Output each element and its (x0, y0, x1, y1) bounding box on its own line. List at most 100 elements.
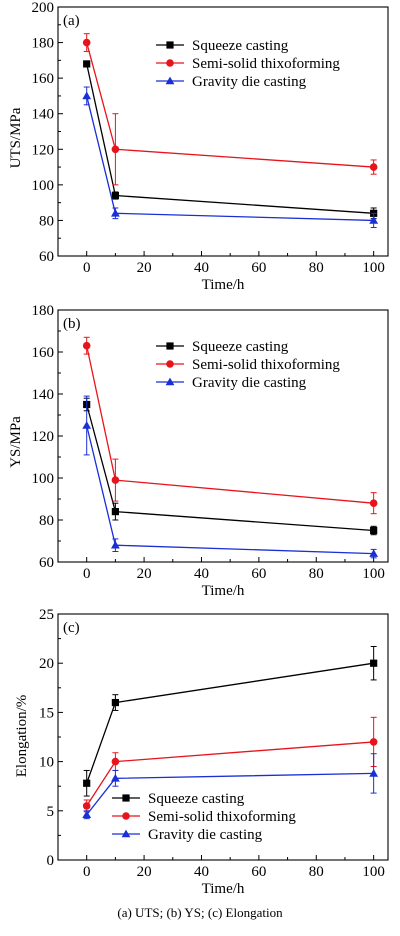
legend: Squeeze casting Semi-solid thixoforming Gr… (156, 38, 340, 90)
data-point (111, 191, 119, 200)
x-tick-label: 0 (83, 864, 91, 880)
legend-label: Semi-solid thixoforming (192, 56, 340, 72)
legend-marker (165, 377, 175, 386)
x-tick-label: 60 (251, 260, 266, 276)
series-semi-solid-thixoforming (82, 336, 378, 515)
data-point (369, 769, 379, 777)
y-tick-label: 120 (32, 429, 55, 445)
y-tick-label: 15 (39, 705, 54, 721)
y-tick-label: 5 (47, 804, 55, 820)
y-tick-label: 180 (32, 36, 55, 52)
y-axis-label: Elongation/% (14, 695, 30, 778)
data-point (369, 216, 379, 224)
legend-label: Gravity die casting (192, 74, 307, 90)
data-point (82, 91, 92, 100)
y-tick-label: 200 (32, 0, 55, 16)
legend-marker (121, 829, 131, 838)
x-tick-label: 40 (194, 566, 209, 582)
data-point (111, 757, 120, 766)
series-line (86, 95, 374, 222)
y-tick-label: 140 (32, 387, 55, 403)
y-tick-label: 160 (32, 71, 55, 87)
legend-marker (166, 360, 174, 368)
data-point (369, 738, 378, 746)
series-line (86, 425, 374, 555)
y-tick-label: 60 (39, 249, 54, 265)
x-tick-label: 20 (137, 566, 152, 582)
data-point (370, 659, 378, 667)
legend-marker (122, 794, 130, 802)
legend-label: Semi-solid thixoforming (148, 809, 296, 825)
x-tick-label: 40 (194, 864, 209, 880)
y-tick-label: 25 (39, 607, 54, 623)
panel-label: (c) (63, 620, 80, 636)
data-point (111, 476, 120, 484)
series-gravity-die-casting (82, 86, 379, 229)
legend-marker (166, 59, 174, 67)
x-axis-label: Time/h (202, 881, 245, 897)
legend-label: Gravity die casting (148, 827, 263, 843)
chart-panel-1: 0 20 40 60 80 100 60 80 100 120 140 160 180 200 Time/h… (8, 0, 389, 293)
x-tick-label: 20 (137, 864, 152, 880)
legend-marker (165, 76, 175, 85)
series-line (86, 404, 374, 532)
series-squeeze-casting (83, 397, 378, 536)
legend: Squeeze casting Semi-solid thixoforming Gr… (156, 339, 340, 391)
data-point (82, 341, 91, 350)
legend-label: Squeeze casting (192, 38, 289, 54)
legend: Squeeze casting Semi-solid thixoforming Gr… (112, 791, 296, 843)
data-point (110, 208, 120, 217)
y-tick-label: 180 (32, 303, 55, 319)
x-tick-label: 40 (194, 260, 209, 276)
data-point (369, 549, 379, 557)
legend-label: Squeeze casting (192, 339, 289, 355)
y-tick-label: 0 (47, 853, 55, 869)
x-tick-label: 0 (83, 260, 91, 276)
data-point (82, 802, 91, 810)
panel-label: (a) (63, 13, 80, 29)
data-point (369, 163, 378, 171)
y-tick-label: 10 (39, 755, 54, 771)
x-tick-label: 80 (309, 566, 324, 582)
figure-caption: (a) UTS; (b) YS; (c) Elongation (117, 905, 283, 920)
chart-panel-3: 0 20 40 60 80 100 0 5 10 15 20 25 Time/h Elongation/%… (14, 607, 389, 897)
legend-marker (166, 41, 174, 49)
data-point (83, 779, 91, 787)
x-tick-label: 20 (137, 260, 152, 276)
data-point (82, 38, 91, 47)
x-tick-label: 100 (362, 566, 385, 582)
y-tick-label: 20 (39, 656, 54, 672)
x-tick-label: 60 (251, 864, 266, 880)
data-point (111, 698, 119, 707)
series-line (86, 662, 374, 784)
series-gravity-die-casting (82, 753, 379, 820)
series-semi-solid-thixoforming (82, 33, 378, 186)
x-tick-label: 80 (309, 864, 324, 880)
data-point (82, 810, 92, 819)
y-tick-label: 80 (39, 513, 54, 529)
data-point (369, 499, 378, 508)
y-axis-label: UTS/MPa (8, 107, 24, 168)
data-point (83, 60, 91, 68)
data-point (110, 773, 120, 782)
x-axis-label: Time/h (202, 583, 245, 599)
x-tick-label: 0 (83, 566, 91, 582)
panel-label: (b) (63, 316, 81, 332)
chart-panel-2: 0 20 40 60 80 100 60 80 100 120 140 160 180 Time/h YS/… (8, 303, 389, 599)
x-tick-label: 100 (362, 864, 385, 880)
y-tick-label: 100 (32, 471, 55, 487)
series-squeeze-casting (83, 645, 378, 797)
data-point (111, 145, 120, 154)
y-axis-label: YS/MPa (8, 416, 24, 468)
x-tick-label: 80 (309, 260, 324, 276)
legend-label: Squeeze casting (148, 791, 245, 807)
data-point (370, 526, 378, 535)
x-tick-label: 60 (251, 566, 266, 582)
legend-label: Gravity die casting (192, 375, 307, 391)
legend-label: Semi-solid thixoforming (192, 357, 340, 373)
data-point (110, 540, 120, 549)
y-tick-label: 140 (32, 107, 55, 123)
data-point (111, 508, 119, 516)
data-point (82, 421, 92, 429)
